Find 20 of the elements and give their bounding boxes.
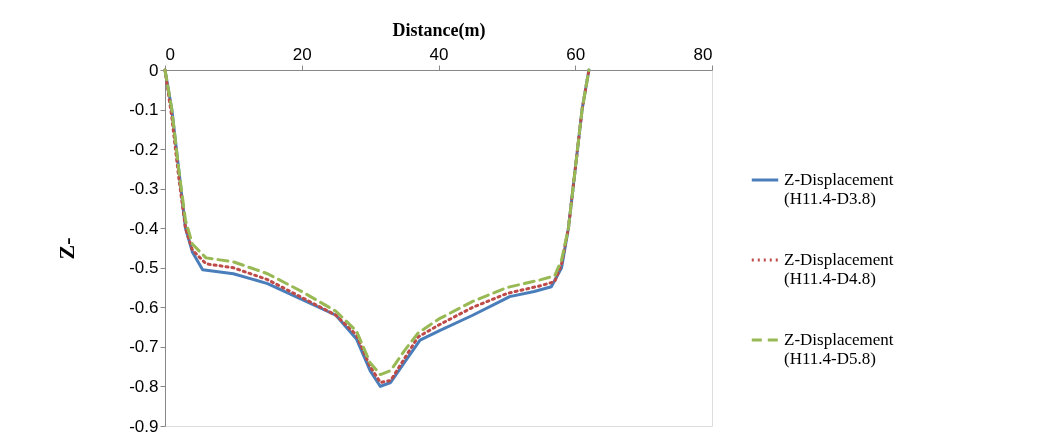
legend-label: Z-Displacement (H11.4-D3.8) — [784, 170, 894, 208]
x-tick-label: 20 — [292, 44, 312, 64]
x-tick-label: 60 — [566, 44, 586, 64]
y-tick-label: -0.5 — [129, 258, 159, 278]
y-tick-label: -0.2 — [129, 139, 159, 159]
x-tick-label: 80 — [693, 44, 713, 64]
y-tick-label: -0.9 — [129, 416, 159, 436]
y-tick-label: -0.7 — [129, 337, 159, 357]
x-tick-label: 0 — [165, 44, 175, 64]
y-tick-label: -0.3 — [129, 179, 159, 199]
x-axis-title: Distance(m) — [392, 19, 486, 41]
legend-label: Z-Displacement (H11.4-D5.8) — [784, 330, 894, 368]
x-tick-label: 40 — [429, 44, 449, 64]
legend-label: Z-Displacement (H11.4-D4.8) — [784, 250, 894, 288]
y-axis-title: Z- — [54, 237, 80, 260]
y-tick-label: -0.8 — [129, 376, 159, 396]
y-tick-label: 0 — [149, 60, 159, 80]
y-tick-label: -0.6 — [129, 297, 159, 317]
y-tick-label: -0.4 — [129, 218, 159, 238]
y-tick-label: -0.1 — [129, 100, 159, 120]
